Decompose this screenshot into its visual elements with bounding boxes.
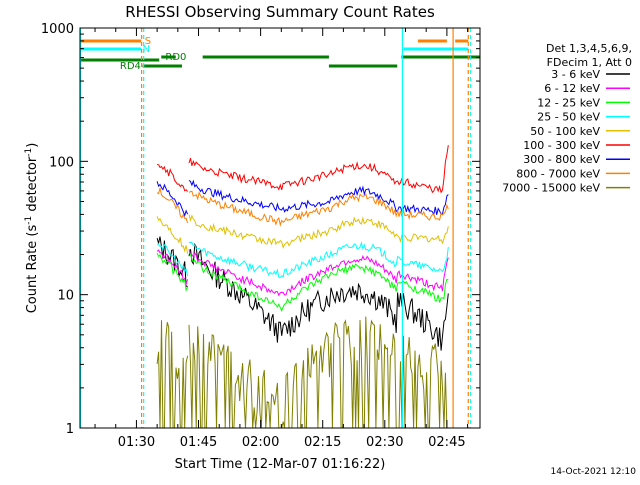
x-axis-label: Start Time (12-Mar-07 01:16:22) [175, 457, 386, 472]
flag-label-rd4: RD4 [120, 61, 141, 72]
series-line-9-seg1 [156, 320, 189, 429]
legend-entry-label: 6 - 12 keV [544, 82, 600, 95]
x-tick-label: 01:45 [180, 435, 217, 450]
x-tick-label: 01:30 [118, 435, 155, 450]
legend-entry-label: 300 - 800 keV [523, 153, 600, 166]
series-line-3-seg1 [156, 252, 189, 292]
y-tick-label: 1000 [41, 22, 74, 37]
legend-entry-label: 100 - 300 keV [523, 139, 600, 152]
legend-entry-label: 800 - 7000 keV [516, 167, 600, 180]
series-line-6-seg2 [188, 145, 449, 194]
instrument-flags: SN RD0 RD4 [80, 36, 480, 72]
axes: 1 10 100 1000 01:30 01:45 02:00 02:15 02:30 02:45 [41, 22, 481, 450]
series-layer [156, 145, 449, 429]
legend: Det 1,3,4,5,6,9,FDecim 1, Att 03 - 6 keV… [502, 42, 632, 195]
series-line-2-seg1 [156, 249, 189, 287]
series-line-1-seg1 [156, 236, 188, 288]
series-line-6-seg1 [157, 164, 188, 192]
plot-area [80, 28, 480, 428]
series-line-3-seg2 [188, 251, 449, 312]
flag-label-s: S [145, 36, 151, 47]
y-axis-label: Count Rate (s-1 detector-1) [24, 143, 40, 314]
y-tick-label: 100 [49, 155, 74, 170]
time-markers [79, 28, 471, 428]
plot-frame [79, 27, 481, 429]
series-line-7-seg1 [156, 181, 189, 217]
x-tick-label: 02:15 [304, 435, 341, 450]
footer-timestamp: 14-Oct-2021 12:10 [551, 467, 637, 477]
flag-label-rd0: RD0 [165, 52, 186, 63]
x-tick-label: 02:30 [366, 435, 403, 450]
y-tick-label: 10 [57, 289, 74, 304]
legend-entry-label: 50 - 100 keV [530, 125, 600, 138]
legend-entry-label: 3 - 6 keV [551, 68, 600, 81]
legend-header-line: FDecim 1, Att 0 [547, 56, 632, 69]
plot-background [80, 28, 480, 428]
flag-label-n: N [143, 44, 150, 55]
series-line-5-seg1 [156, 216, 189, 254]
legend-entry-label: 7000 - 15000 keV [502, 182, 600, 195]
series-line-4-seg1 [156, 243, 189, 277]
legend-entry-label: 12 - 25 keV [537, 96, 600, 109]
x-tick-label: 02:00 [242, 435, 279, 450]
x-tick-label: 02:45 [428, 435, 465, 450]
series-line-5-seg2 [188, 214, 449, 249]
series-line-8-seg2 [188, 190, 449, 227]
legend-entry-label: 25 - 50 keV [537, 111, 600, 124]
series-line-8-seg1 [156, 187, 189, 224]
chart-title: RHESSI Observing Summary Count Rates [125, 3, 435, 21]
legend-header-line: Det 1,3,4,5,6,9, [546, 42, 632, 55]
y-tick-label: 1 [66, 422, 74, 437]
series-line-4-seg2 [189, 241, 449, 279]
series-line-2-seg2 [188, 249, 449, 297]
series-line-9-seg2 [188, 316, 449, 429]
series-line-7-seg2 [188, 179, 449, 217]
